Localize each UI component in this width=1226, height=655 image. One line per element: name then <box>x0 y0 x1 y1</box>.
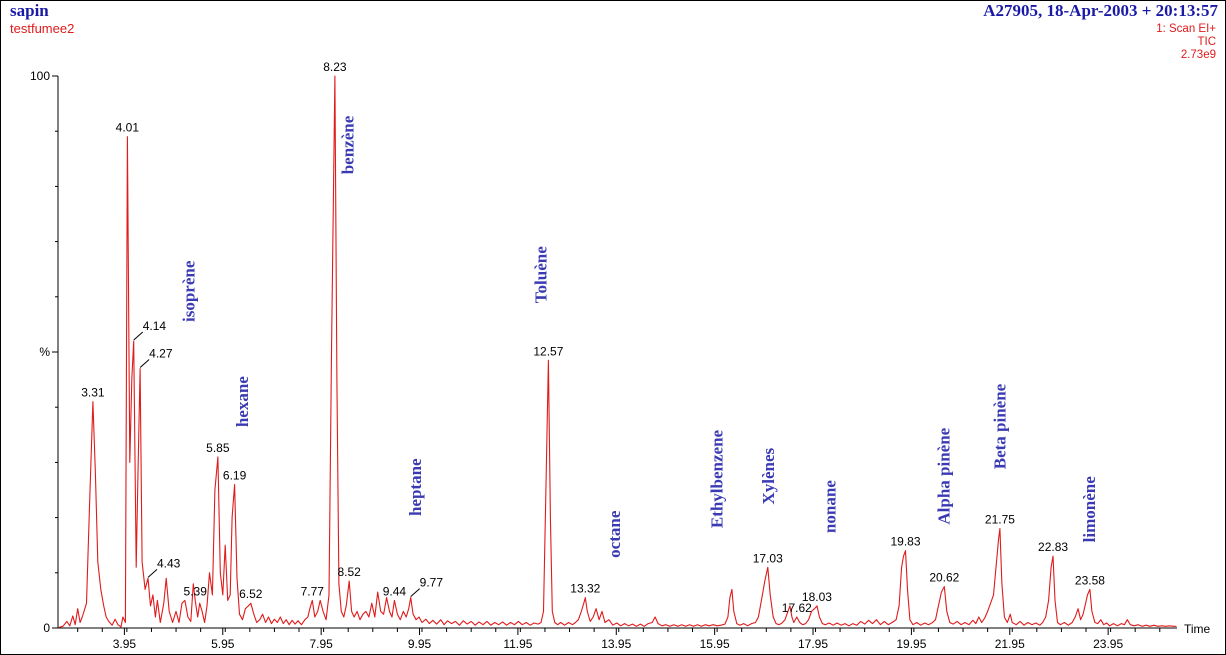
x-tick-label: 7.95 <box>309 637 333 651</box>
compound-label: limonène <box>1080 476 1099 543</box>
compound-label: Alpha pinène <box>935 427 954 524</box>
peak-label: 22.83 <box>1038 540 1068 554</box>
peak-label: 8.23 <box>323 60 347 74</box>
compound-label: octane <box>605 510 624 558</box>
y-tick-label: 100 <box>30 69 50 83</box>
compound-label: isoprène <box>180 260 199 322</box>
peak-label: 4.43 <box>157 556 181 570</box>
scan-signal: TIC <box>1197 36 1216 48</box>
compound-label: nonane <box>821 480 840 533</box>
peak-label: 6.19 <box>223 468 247 482</box>
peak-label: 23.58 <box>1075 573 1105 587</box>
peak-label: 4.14 <box>143 319 167 333</box>
x-tick-label: 15.95 <box>700 637 730 651</box>
x-tick-label: 9.95 <box>408 637 432 651</box>
x-tick-label: 3.95 <box>113 637 137 651</box>
peak-label: 4.27 <box>149 347 173 361</box>
scan-intensity: 2.73e9 <box>1180 49 1216 61</box>
x-tick-label: 13.95 <box>601 637 631 651</box>
x-tick-label: 17.95 <box>798 637 828 651</box>
peak-label: 6.52 <box>239 587 263 601</box>
x-tick-label: 5.95 <box>211 637 235 651</box>
peak-label: 19.83 <box>890 535 920 549</box>
y-tick-label: % <box>39 345 50 359</box>
scan-mode: 1: Scan EI+ <box>1156 23 1216 35</box>
peak-label: 8.52 <box>338 565 362 579</box>
peak-label: 20.62 <box>929 571 959 585</box>
peak-label: 5.39 <box>184 584 208 598</box>
peak-leader-line <box>410 588 421 598</box>
compound-label: Beta pinène <box>990 383 1009 469</box>
tic-trace <box>58 75 1177 628</box>
peak-label: 18.03 <box>802 590 832 604</box>
peak-label: 7.77 <box>301 584 325 598</box>
peak-label: 9.44 <box>383 584 407 598</box>
compound-label: heptane <box>406 458 425 516</box>
peak-label: 21.75 <box>985 513 1015 527</box>
x-tick-label: 11.95 <box>503 637 532 651</box>
peak-label: 4.01 <box>116 121 140 135</box>
y-tick-label: 0 <box>43 621 50 635</box>
peak-label: 5.85 <box>206 441 230 455</box>
scan-info: 1: Scan EI+ TIC 2.73e9 <box>1156 23 1216 62</box>
x-tick-label: 19.95 <box>896 637 926 651</box>
peak-label: 17.62 <box>782 601 812 615</box>
run-info: A27905, 18-Apr-2003 + 20:13:57 <box>983 1 1218 20</box>
compound-label: benzène <box>339 115 358 174</box>
peak-leader-line <box>133 331 144 341</box>
compound-label: Toluène <box>531 246 550 303</box>
peak-label: 3.31 <box>81 386 105 400</box>
peak-label: 17.03 <box>753 551 783 565</box>
sample-name: sapin <box>10 1 49 20</box>
run-subtitle: testfumee2 <box>10 21 75 36</box>
x-tick-label: 21.95 <box>995 637 1025 651</box>
compound-label: Xylènes <box>759 447 778 504</box>
compound-label: Ethylbenzene <box>707 429 726 528</box>
peak-label: 13.32 <box>570 582 600 596</box>
x-tick-label: 23.95 <box>1093 637 1123 651</box>
peak-leader-line <box>147 568 158 578</box>
peak-leader-line <box>139 359 150 368</box>
x-axis-label: Time <box>1184 622 1211 636</box>
compound-label: hexane <box>233 376 252 427</box>
peak-label: 9.77 <box>420 576 444 590</box>
peak-label: 12.57 <box>533 344 563 358</box>
